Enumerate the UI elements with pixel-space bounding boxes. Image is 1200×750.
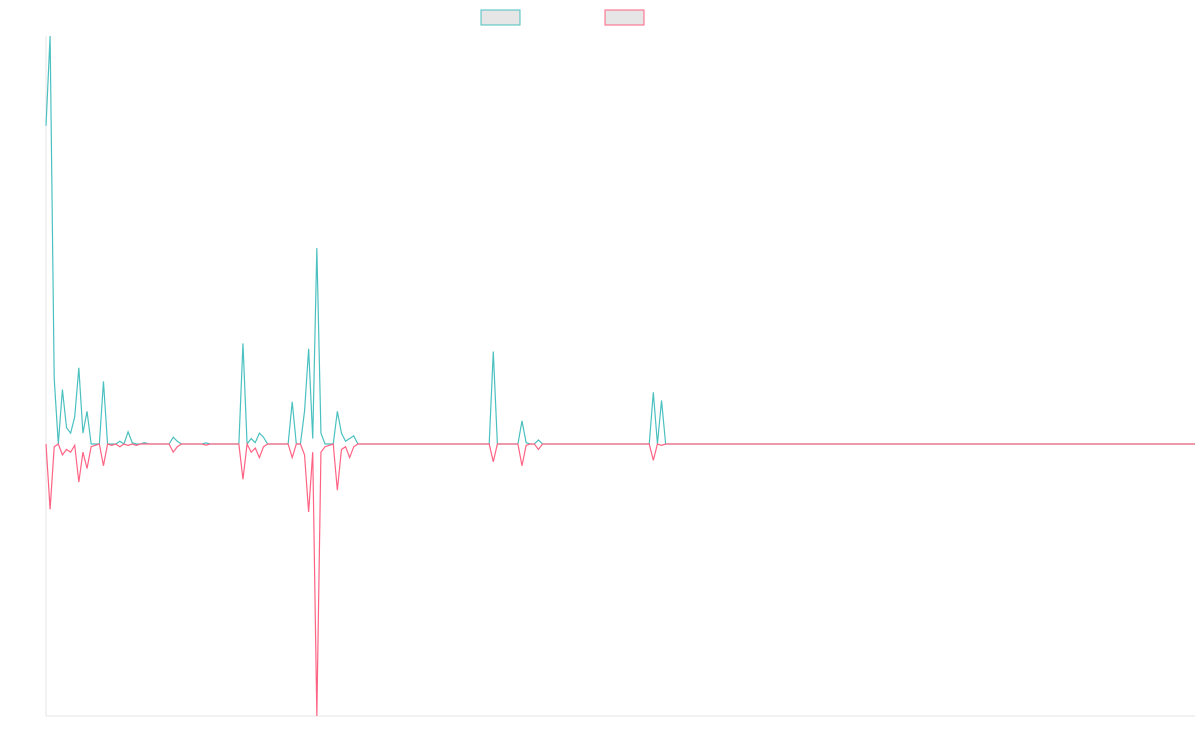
axes xyxy=(45,36,1195,717)
series-line-1 xyxy=(45,35,1195,446)
legend-swatch-series-2[interactable] xyxy=(604,9,645,26)
series-line-2 xyxy=(45,441,1195,717)
legend xyxy=(480,9,645,26)
legend-swatch-series-1[interactable] xyxy=(480,9,521,26)
series-group xyxy=(45,35,1195,717)
